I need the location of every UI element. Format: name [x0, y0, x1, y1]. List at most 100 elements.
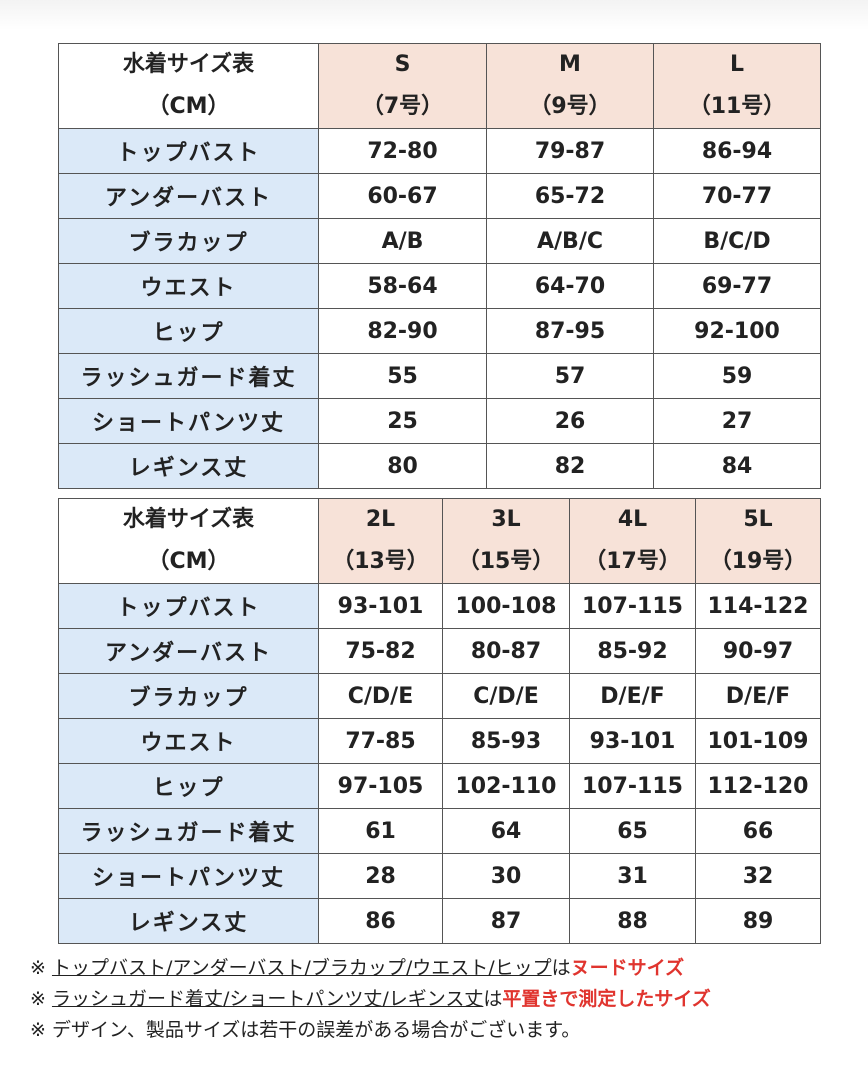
- note-underlined: ラッシュガード着丈/ショートパンツ丈/レギンス丈: [51, 988, 484, 1010]
- cell-value: 57: [486, 353, 654, 399]
- cell-value: C/D/E: [442, 673, 570, 719]
- cell-value: 28: [318, 853, 443, 899]
- cell-value: 90-97: [695, 628, 821, 674]
- size-name: 3L: [491, 507, 521, 532]
- cell-value: 84: [653, 443, 821, 489]
- data-row: レギンス丈 80 82 84: [58, 443, 821, 489]
- header-row: 水着サイズ表 （CM） S （7号） M （9号） L （11号）: [58, 43, 821, 129]
- cell-value: 112-120: [695, 763, 821, 809]
- row-label: ラッシュガード着丈: [58, 353, 319, 399]
- cell-value: B/C/D: [653, 218, 821, 264]
- cell-value: 92-100: [653, 308, 821, 354]
- cell-value: 107-115: [569, 583, 696, 629]
- cell-value: 26: [486, 398, 654, 444]
- row-label: トップバスト: [58, 128, 319, 174]
- cell-value: 97-105: [318, 763, 443, 809]
- notes: ※ トップバスト/アンダーバスト/ブラカップ/ウエスト/ヒップはヌードサイズ ※ …: [30, 953, 711, 1046]
- size-number: （17号）: [584, 549, 681, 574]
- data-row: トップバスト 93-101 100-108 107-115 114-122: [58, 583, 821, 629]
- cell-value: 66: [695, 808, 821, 854]
- cell-value: 86-94: [653, 128, 821, 174]
- cell-value: 88: [569, 898, 696, 944]
- size-header-cell: M （9号）: [486, 43, 654, 129]
- table-title: 水着サイズ表: [122, 507, 255, 532]
- size-name: 2L: [365, 507, 396, 532]
- cell-value: 60-67: [318, 173, 487, 219]
- table-title: 水着サイズ表: [122, 52, 255, 77]
- cell-value: D/E/F: [695, 673, 821, 719]
- cell-value: 100-108: [442, 583, 570, 629]
- data-row: ブラカップ C/D/E C/D/E D/E/F D/E/F: [58, 673, 821, 719]
- note-line: ※ ラッシュガード着丈/ショートパンツ丈/レギンス丈は平置きで測定したサイズ: [30, 984, 711, 1015]
- size-number: （7号）: [361, 94, 444, 119]
- size-number: （9号）: [529, 94, 611, 119]
- data-row: ショートパンツ丈 28 30 31 32: [58, 853, 821, 899]
- size-number: （13号）: [332, 549, 429, 574]
- cell-value: 55: [318, 353, 487, 399]
- note-line: ※ デザイン、製品サイズは若干の誤差がある場合がございます。: [30, 1015, 711, 1046]
- note-underlined: トップバスト/アンダーバスト/ブラカップ/ウエスト/ヒップ: [51, 957, 552, 979]
- cell-value: 80-87: [442, 628, 570, 674]
- size-header-cell: S （7号）: [318, 43, 487, 129]
- data-row: ウエスト 77-85 85-93 93-101 101-109: [58, 718, 821, 764]
- cell-value: 93-101: [569, 718, 696, 764]
- row-label: ブラカップ: [58, 673, 319, 719]
- row-label: トップバスト: [58, 583, 319, 629]
- data-row: トップバスト 72-80 79-87 86-94: [58, 128, 821, 174]
- row-label: アンダーバスト: [58, 628, 319, 674]
- size-header-cell: 5L （19号）: [695, 498, 821, 584]
- data-row: ウエスト 58-64 64-70 69-77: [58, 263, 821, 309]
- size-number: （11号）: [688, 94, 786, 119]
- data-row: ヒップ 82-90 87-95 92-100: [58, 308, 821, 354]
- cell-value: 72-80: [318, 128, 487, 174]
- note-text: は: [483, 988, 503, 1010]
- cell-value: 85-92: [569, 628, 696, 674]
- data-row: ヒップ 97-105 102-110 107-115 112-120: [58, 763, 821, 809]
- cell-value: 79-87: [486, 128, 654, 174]
- cell-value: A/B/C: [486, 218, 654, 264]
- row-label: レギンス丈: [58, 898, 319, 944]
- note-mark: ※: [30, 988, 46, 1010]
- cell-value: 30: [442, 853, 570, 899]
- cell-value: 86: [318, 898, 443, 944]
- data-row: アンダーバスト 75-82 80-87 85-92 90-97: [58, 628, 821, 674]
- row-label: ブラカップ: [58, 218, 319, 264]
- cell-value: 114-122: [695, 583, 821, 629]
- cell-value: C/D/E: [318, 673, 443, 719]
- size-number: （15号）: [457, 549, 555, 574]
- note-text: デザイン、製品サイズは若干の誤差がある場合がございます。: [51, 1019, 581, 1041]
- cell-value: 58-64: [318, 263, 487, 309]
- size-name: M: [559, 52, 581, 77]
- row-label: ウエスト: [58, 263, 319, 309]
- cell-value: 82: [486, 443, 654, 489]
- cell-value: 77-85: [318, 718, 443, 764]
- data-row: ブラカップ A/B A/B/C B/C/D: [58, 218, 821, 264]
- size-header-cell: 4L （17号）: [569, 498, 696, 584]
- note-line: ※ トップバスト/アンダーバスト/ブラカップ/ウエスト/ヒップはヌードサイズ: [30, 953, 711, 984]
- row-label: ヒップ: [58, 763, 319, 809]
- header-row: 水着サイズ表 （CM） 2L （13号） 3L （15号） 4L （17号） 5L （19号）: [58, 498, 821, 584]
- size-name: S: [394, 52, 411, 77]
- cell-value: 65-72: [486, 173, 654, 219]
- cell-value: 70-77: [653, 173, 821, 219]
- cell-value: 93-101: [318, 583, 443, 629]
- row-label: ヒップ: [58, 308, 319, 354]
- size-header-cell: 2L （13号）: [318, 498, 443, 584]
- size-number: （19号）: [709, 549, 807, 574]
- cell-value: 61: [318, 808, 443, 854]
- note-mark: ※: [30, 1019, 46, 1041]
- cell-value: 102-110: [442, 763, 570, 809]
- cell-value: 85-93: [442, 718, 570, 764]
- top-shade: [0, 0, 868, 30]
- row-label: ショートパンツ丈: [58, 398, 319, 444]
- row-label: ショートパンツ丈: [58, 853, 319, 899]
- cell-value: 32: [695, 853, 821, 899]
- cell-value: 87: [442, 898, 570, 944]
- size-header-cell: L （11号）: [653, 43, 821, 129]
- cell-value: 64: [442, 808, 570, 854]
- cell-value: 25: [318, 398, 487, 444]
- cell-value: A/B: [318, 218, 487, 264]
- header-title-cell: 水着サイズ表 （CM）: [58, 498, 319, 584]
- size-name: 4L: [617, 507, 648, 532]
